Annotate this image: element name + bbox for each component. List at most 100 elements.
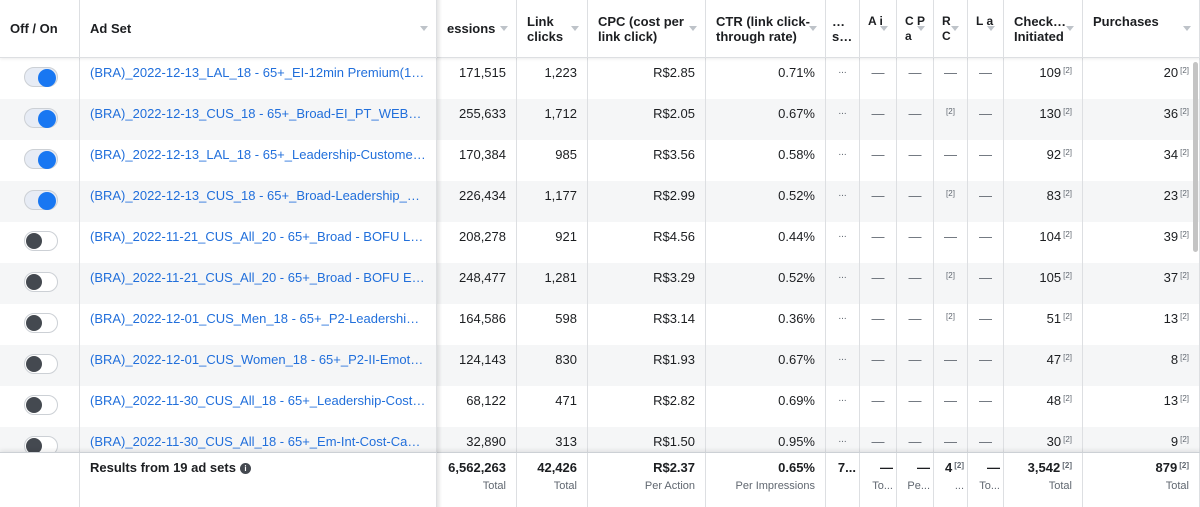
- header-col-a[interactable]: A i: [860, 0, 897, 57]
- header-col-r[interactable]: R C: [934, 0, 968, 57]
- sort-caret-icon[interactable]: [689, 26, 697, 31]
- toggle-off[interactable]: [24, 436, 58, 452]
- checkout-value: 104: [1039, 229, 1062, 244]
- cpc-cell: R$1.50: [588, 427, 706, 452]
- r-cell: [2]: [934, 181, 968, 222]
- impressions-value: 164,586: [459, 311, 506, 326]
- header-purchases[interactable]: Purchases: [1083, 0, 1200, 57]
- name-cell[interactable]: (BRA)_2022-12-01_CUS_Women_18 - 65+_P2-I…: [80, 345, 437, 386]
- checkout-value: 109: [1039, 65, 1062, 80]
- sort-caret-icon[interactable]: [1066, 26, 1074, 31]
- footer-ctr-value: 0.65%: [778, 460, 815, 475]
- sort-caret-icon[interactable]: [987, 26, 995, 31]
- name-cell[interactable]: (BRA)_2022-11-21_CUS_All_20 - 65+_Broad …: [80, 222, 437, 263]
- sort-caret-icon[interactable]: [420, 26, 428, 31]
- toggle-cell[interactable]: [0, 427, 80, 452]
- c-cell: —: [897, 140, 934, 181]
- a-cell: —: [860, 386, 897, 427]
- ad-set-name-link[interactable]: (BRA)_2022-12-13_CUS_18 - 65+_Broad-EI_P…: [90, 106, 437, 121]
- toggle-on[interactable]: [24, 108, 58, 128]
- toggle-cell[interactable]: [0, 99, 80, 140]
- toggle-cell[interactable]: [0, 386, 80, 427]
- impressions-value: 255,633: [459, 106, 506, 121]
- toggle-cell[interactable]: [0, 304, 80, 345]
- info-icon[interactable]: i: [239, 463, 251, 474]
- toggle-on[interactable]: [24, 190, 58, 210]
- toggle-off[interactable]: [24, 231, 58, 251]
- ad-set-name-link[interactable]: (BRA)_2022-11-30_CUS_All_18 - 65+_Em-Int…: [90, 434, 437, 449]
- sort-caret-icon[interactable]: [917, 26, 925, 31]
- table-row: (BRA)_2022-12-13_LAL_18 - 65+_EI-12min P…: [0, 58, 1200, 99]
- clicks-value: 471: [555, 393, 577, 408]
- header-link-clicks[interactable]: Link clicks: [517, 0, 588, 57]
- header-col-c[interactable]: C P a: [897, 0, 934, 57]
- toggle-off[interactable]: [24, 395, 58, 415]
- s-cell: ...: [826, 222, 860, 263]
- ctr-value: 0.69%: [778, 393, 815, 408]
- header-ad-set[interactable]: Ad Set: [80, 0, 437, 57]
- checkout-cell: 109 [2]: [1004, 58, 1083, 99]
- toggle-cell[interactable]: [0, 58, 80, 99]
- ad-set-name-link[interactable]: (BRA)_2022-12-01_CUS_Men_18 - 65+_P2-Lea…: [90, 311, 437, 326]
- header-col-l[interactable]: L a: [968, 0, 1004, 57]
- s-value: ...: [838, 352, 847, 363]
- ctr-cell: 0.67%: [706, 99, 826, 140]
- ad-set-name-link[interactable]: (BRA)_2022-12-13_LAL_18 - 65+_EI-12min P…: [90, 65, 437, 80]
- vertical-scrollbar[interactable]: [1193, 62, 1198, 252]
- a-value: —: [871, 311, 885, 326]
- toggle-cell[interactable]: [0, 222, 80, 263]
- header-impressions-label: essions: [447, 21, 496, 36]
- name-cell[interactable]: (BRA)_2022-11-21_CUS_All_20 - 65+_Broad …: [80, 263, 437, 304]
- ad-set-name-link[interactable]: (BRA)_2022-11-21_CUS_All_20 - 65+_Broad …: [90, 270, 437, 285]
- sort-caret-icon[interactable]: [809, 26, 817, 31]
- footer-empty: [0, 453, 80, 507]
- cpc-cell: R$2.99: [588, 181, 706, 222]
- a-cell: —: [860, 140, 897, 181]
- name-cell[interactable]: (BRA)_2022-11-30_CUS_All_18 - 65+_Em-Int…: [80, 427, 437, 452]
- l-value: —: [979, 65, 992, 80]
- toggle-off[interactable]: [24, 313, 58, 333]
- r-cell: [2]: [934, 304, 968, 345]
- footnote-marker: [2]: [1063, 148, 1072, 157]
- c-cell: —: [897, 99, 934, 140]
- header-checkouts-initiated[interactable]: Check… Initiated: [1004, 0, 1083, 57]
- sort-caret-icon[interactable]: [1183, 26, 1191, 31]
- ad-set-name-link[interactable]: (BRA)_2022-11-30_CUS_All_18 - 65+_Leader…: [90, 393, 437, 408]
- toggle-cell[interactable]: [0, 263, 80, 304]
- header-impressions[interactable]: essions: [437, 0, 517, 57]
- purchases-cell: 23 [2]: [1083, 181, 1200, 222]
- name-cell[interactable]: (BRA)_2022-12-13_CUS_18 - 65+_Broad-Lead…: [80, 181, 437, 222]
- toggle-cell[interactable]: [0, 345, 80, 386]
- header-ctr[interactable]: CTR (link click-through rate): [706, 0, 826, 57]
- footer-label-cell: Results from 19 ad sets i: [80, 453, 437, 507]
- r-cell: [2]: [934, 263, 968, 304]
- toggle-on[interactable]: [24, 67, 58, 87]
- a-value: —: [871, 147, 885, 162]
- checkout-cell: 104 [2]: [1004, 222, 1083, 263]
- s-cell: ...: [826, 263, 860, 304]
- sort-caret-icon[interactable]: [880, 26, 888, 31]
- toggle-on[interactable]: [24, 149, 58, 169]
- name-cell[interactable]: (BRA)_2022-12-01_CUS_Men_18 - 65+_P2-Lea…: [80, 304, 437, 345]
- sort-caret-icon[interactable]: [500, 26, 508, 31]
- header-cpc[interactable]: CPC (cost per link click): [588, 0, 706, 57]
- sort-caret-icon[interactable]: [951, 26, 959, 31]
- toggle-knob: [26, 274, 42, 290]
- ad-set-name-link[interactable]: (BRA)_2022-12-13_LAL_18 - 65+_Leadership…: [90, 147, 437, 162]
- ad-set-name-link[interactable]: (BRA)_2022-11-21_CUS_All_20 - 65+_Broad …: [90, 229, 437, 244]
- name-cell[interactable]: (BRA)_2022-12-13_CUS_18 - 65+_Broad-EI_P…: [80, 99, 437, 140]
- toggle-cell[interactable]: [0, 140, 80, 181]
- sort-caret-icon[interactable]: [571, 26, 579, 31]
- header-off-on[interactable]: Off / On: [0, 0, 80, 57]
- ad-set-name-link[interactable]: (BRA)_2022-12-13_CUS_18 - 65+_Broad-Lead…: [90, 188, 437, 203]
- name-cell[interactable]: (BRA)_2022-12-13_LAL_18 - 65+_Leadership…: [80, 140, 437, 181]
- name-cell[interactable]: (BRA)_2022-11-30_CUS_All_18 - 65+_Leader…: [80, 386, 437, 427]
- name-cell[interactable]: (BRA)_2022-12-13_LAL_18 - 65+_EI-12min P…: [80, 58, 437, 99]
- ad-set-name-link[interactable]: (BRA)_2022-12-01_CUS_Women_18 - 65+_P2-I…: [90, 352, 437, 367]
- r-value: —: [944, 352, 957, 367]
- s-cell: ...: [826, 427, 860, 452]
- toggle-off[interactable]: [24, 272, 58, 292]
- toggle-off[interactable]: [24, 354, 58, 374]
- header-col-s[interactable]: … s…: [826, 0, 860, 57]
- toggle-cell[interactable]: [0, 181, 80, 222]
